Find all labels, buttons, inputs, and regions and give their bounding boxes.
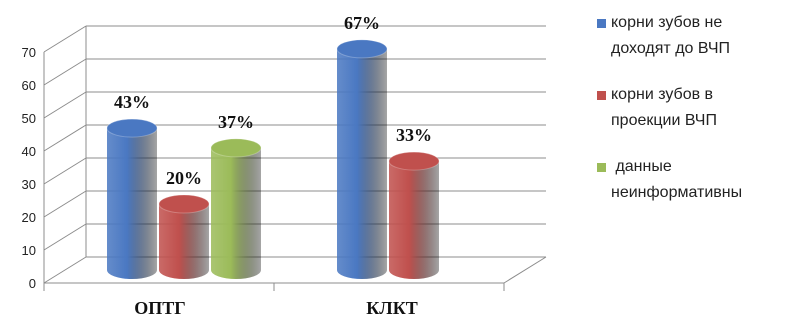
data-label-1-2: 20% (166, 168, 202, 188)
chart-bars (106, 39, 440, 280)
y-tick-label: 70 (22, 45, 36, 60)
gridline-depth (43, 223, 87, 251)
y-tick-label: 40 (22, 144, 36, 159)
legend-swatch-3 (597, 163, 606, 172)
y-axis-ticks: 0 10 20 30 40 50 60 70 (22, 45, 36, 291)
chart-grid (43, 25, 547, 291)
data-labels: 43% 20% 37% 67% 33% (114, 13, 432, 188)
legend-swatch-1 (597, 19, 606, 28)
legend-label-2b: проекции ВЧП (611, 112, 717, 129)
data-label-2-2: 33% (396, 125, 432, 145)
x-category-label-1: ОПТГ (134, 298, 185, 318)
legend-item-1: корни зубов не доходят до ВЧП (597, 10, 794, 62)
bar-2-2 (388, 151, 440, 279)
data-label-2-1: 67% (344, 13, 380, 33)
y-tick-label: 50 (22, 111, 36, 126)
x-category-label-2: КЛКТ (366, 298, 418, 318)
legend-item-3: данные неинформативны (597, 154, 794, 206)
y-tick-label: 0 (29, 276, 36, 291)
chart-legend: корни зубов не доходят до ВЧП корни зубо… (597, 10, 794, 226)
legend-label-1a: корни зубов не (611, 14, 723, 31)
y-tick-label: 10 (22, 243, 36, 258)
data-label-1-3: 37% (218, 112, 254, 132)
legend-item-2: корни зубов в проекции ВЧП (597, 82, 794, 134)
x-axis-categories: ОПТГ КЛКТ (134, 298, 418, 318)
gridline-depth (43, 25, 87, 53)
legend-swatch-2 (597, 91, 606, 100)
gridline-depth (43, 157, 87, 185)
data-label-1-1: 43% (114, 92, 150, 112)
bar-1-2 (158, 194, 210, 279)
legend-label-1b: доходят до ВЧП (611, 40, 730, 57)
gridline-depth (43, 58, 87, 86)
legend-label-2a: корни зубов в (611, 86, 714, 103)
bar-2-1 (336, 39, 388, 280)
floor-right-edge (503, 256, 547, 284)
legend-label-3a: данные (611, 158, 672, 175)
legend-label-3b: неинформативны (611, 184, 743, 201)
y-tick-label: 20 (22, 210, 36, 225)
bar-1-1 (106, 118, 158, 279)
bar-1-3 (210, 138, 262, 279)
gridline-depth (43, 91, 87, 119)
gridline-depth (43, 256, 87, 284)
y-tick-label: 30 (22, 177, 36, 192)
gridline-depth (43, 124, 87, 152)
gridline-depth (43, 190, 87, 218)
y-tick-label: 60 (22, 78, 36, 93)
